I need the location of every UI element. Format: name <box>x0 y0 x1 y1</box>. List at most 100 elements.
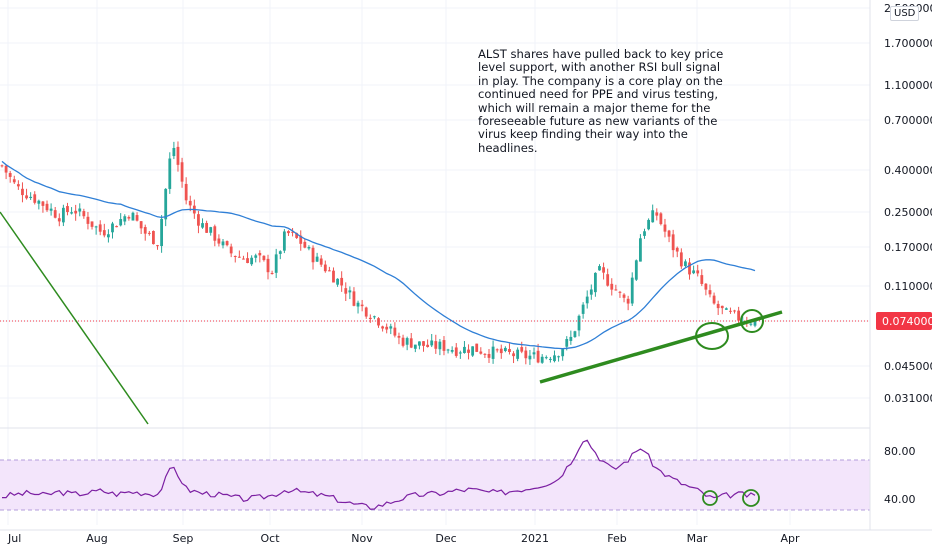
candle-body[interactable] <box>266 258 270 273</box>
candle-body[interactable] <box>368 317 372 319</box>
candle-body[interactable] <box>90 221 94 227</box>
candle-body[interactable] <box>532 352 536 355</box>
candle-body[interactable] <box>221 241 225 246</box>
candle-body[interactable] <box>70 212 73 214</box>
candle-body[interactable] <box>724 308 728 310</box>
candle-body[interactable] <box>86 216 90 224</box>
candle-body[interactable] <box>356 302 360 307</box>
candle-body[interactable] <box>692 270 696 274</box>
price-highlight-circle[interactable] <box>695 322 729 350</box>
candle-body[interactable] <box>205 222 209 233</box>
candle-body[interactable] <box>323 264 327 272</box>
candle-body[interactable] <box>405 338 409 345</box>
candle-body[interactable] <box>164 188 168 220</box>
candle-body[interactable] <box>553 355 556 362</box>
candle-body[interactable] <box>663 224 667 232</box>
candle-body[interactable] <box>78 208 82 212</box>
candle-body[interactable] <box>409 338 413 348</box>
candle-body[interactable] <box>606 274 610 286</box>
candle-body[interactable] <box>291 231 294 233</box>
candle-body[interactable] <box>679 252 683 267</box>
candle-body[interactable] <box>536 350 540 363</box>
candle-body[interactable] <box>111 223 114 233</box>
candle-body[interactable] <box>197 214 200 226</box>
rsi-highlight-circle[interactable] <box>702 490 718 506</box>
last-price-badge[interactable] <box>876 312 932 330</box>
candle-body[interactable] <box>21 188 24 196</box>
candle-body[interactable] <box>471 346 475 356</box>
candle-body[interactable] <box>127 217 131 219</box>
candle-body[interactable] <box>373 316 376 318</box>
candle-body[interactable] <box>57 218 61 222</box>
candle-body[interactable] <box>201 223 204 228</box>
candle-body[interactable] <box>233 255 237 258</box>
candle-body[interactable] <box>454 347 458 356</box>
candle-body[interactable] <box>479 351 483 354</box>
candle-body[interactable] <box>287 231 290 234</box>
candle-body[interactable] <box>512 353 515 357</box>
candle-body[interactable] <box>438 341 442 350</box>
candle-body[interactable] <box>442 340 446 351</box>
candle-body[interactable] <box>700 275 704 284</box>
candle-body[interactable] <box>258 252 262 256</box>
candle-body[interactable] <box>565 338 569 347</box>
candle-body[interactable] <box>307 246 311 249</box>
candle-body[interactable] <box>684 261 687 267</box>
candle-body[interactable] <box>520 347 524 352</box>
candle-body[interactable] <box>491 346 495 359</box>
candle-body[interactable] <box>508 349 511 353</box>
candle-body[interactable] <box>242 258 245 260</box>
candle-body[interactable] <box>540 356 544 363</box>
candle-body[interactable] <box>377 318 380 326</box>
candle-body[interactable] <box>152 231 155 245</box>
candle-body[interactable] <box>446 349 450 351</box>
candle-body[interactable] <box>544 357 548 359</box>
candle-body[interactable] <box>516 349 520 359</box>
candle-body[interactable] <box>115 226 118 228</box>
candle-body[interactable] <box>254 255 258 258</box>
candle-body[interactable] <box>561 349 565 357</box>
candle-body[interactable] <box>696 270 700 274</box>
candle-body[interactable] <box>53 210 57 218</box>
candle-body[interactable] <box>585 296 589 304</box>
candle-body[interactable] <box>483 353 487 355</box>
candle-body[interactable] <box>225 241 229 246</box>
candle-body[interactable] <box>119 219 123 226</box>
candle-body[interactable] <box>33 194 37 203</box>
candle-body[interactable] <box>41 201 45 206</box>
candle-body[interactable] <box>626 298 630 304</box>
candle-body[interactable] <box>327 270 331 272</box>
candle-body[interactable] <box>659 213 663 225</box>
candle-body[interactable] <box>671 234 675 251</box>
candle-body[interactable] <box>315 256 319 262</box>
candle-body[interactable] <box>332 270 335 283</box>
candle-body[interactable] <box>557 356 560 358</box>
downtrend-line[interactable] <box>0 211 149 425</box>
candle-body[interactable] <box>274 254 278 273</box>
candle-body[interactable] <box>348 290 352 293</box>
candle-body[interactable] <box>340 277 344 286</box>
candle-body[interactable] <box>577 315 581 331</box>
candle-body[interactable] <box>499 348 503 354</box>
candle-body[interactable] <box>503 347 507 351</box>
candle-body[interactable] <box>528 355 532 360</box>
candle-body[interactable] <box>458 352 462 354</box>
candle-body[interactable] <box>123 216 127 222</box>
candle-body[interactable] <box>49 208 53 211</box>
candle-body[interactable] <box>618 291 622 293</box>
candle-body[interactable] <box>94 226 98 228</box>
candle-body[interactable] <box>360 304 364 307</box>
candle-body[interactable] <box>602 267 605 273</box>
candle-body[interactable] <box>487 353 491 358</box>
candle-body[interactable] <box>250 257 254 265</box>
candle-body[interactable] <box>102 230 106 236</box>
candle-body[interactable] <box>282 231 286 251</box>
candle-body[interactable] <box>675 247 679 252</box>
candle-body[interactable] <box>704 283 708 290</box>
currency-badge[interactable]: USD <box>890 6 920 21</box>
candle-body[interactable] <box>217 238 221 244</box>
candle-body[interactable] <box>426 344 430 347</box>
candle-body[interactable] <box>61 207 65 223</box>
candle-body[interactable] <box>4 165 8 173</box>
